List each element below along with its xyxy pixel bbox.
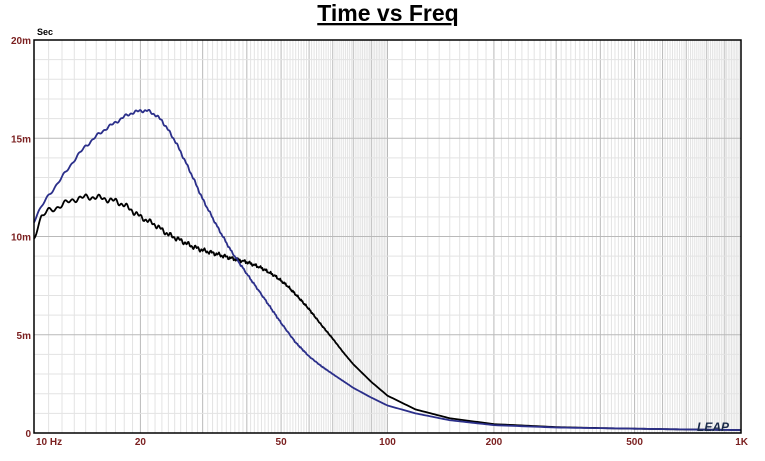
x-tick-labels: 10 Hz 20 50 100 200 500 1K: [36, 437, 749, 448]
series-line-1: [33, 193, 742, 431]
x-tick-label: 1K: [735, 437, 749, 448]
x-tick-label: 20: [135, 437, 147, 448]
leap-logo: LEAP: [697, 420, 730, 434]
x-tick-label: 500: [626, 437, 643, 448]
x-tick-label: 50: [276, 437, 288, 448]
y-tick-label: 10m: [11, 233, 31, 244]
series-layer: [33, 108, 742, 431]
y-tick-labels: 0 5m 10m 15m 20m: [11, 36, 31, 440]
y-tick-label: 20m: [11, 36, 31, 47]
series-line-2: [33, 108, 742, 431]
plot-frame: [33, 39, 742, 434]
grid: [34, 40, 741, 433]
y-tick-label: 15m: [11, 134, 31, 145]
x-tick-label: 100: [379, 437, 396, 448]
y-tick-label: 0: [25, 429, 31, 440]
y-tick-label: 5m: [17, 331, 32, 342]
x-tick-label: 10 Hz: [36, 437, 62, 448]
y-axis-unit-label: Sec: [37, 27, 53, 37]
chart-title: Time vs Freq: [317, 0, 458, 26]
x-tick-label: 200: [486, 437, 503, 448]
